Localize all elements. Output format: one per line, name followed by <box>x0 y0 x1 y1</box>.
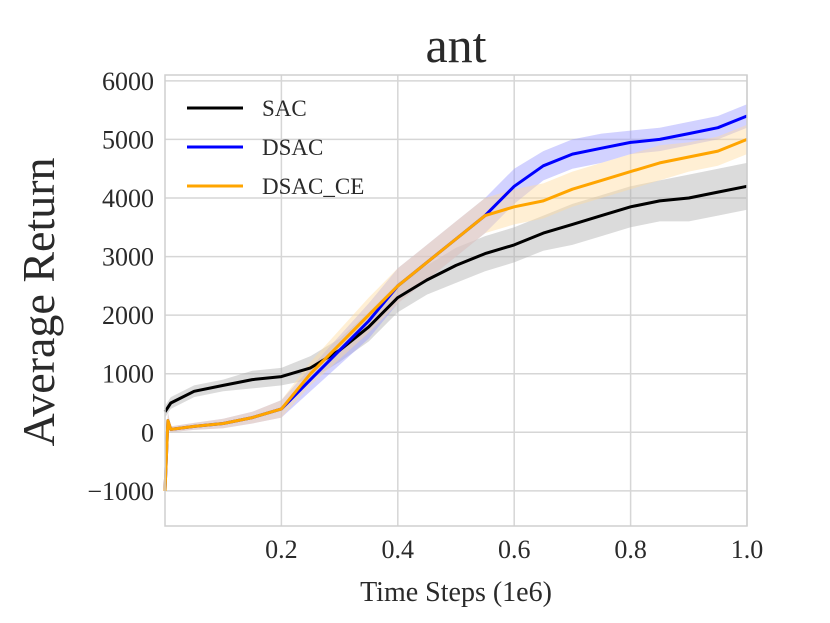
y-tick-label: −1000 <box>87 477 154 506</box>
x-tick-label: 0.6 <box>498 535 531 564</box>
legend-label: DSAC <box>262 135 323 160</box>
series-lines <box>163 114 748 491</box>
legend-label: DSAC_CE <box>262 174 364 199</box>
y-tick-label: 5000 <box>102 125 154 154</box>
legend: SAC DSAC DSAC_CE <box>187 96 364 199</box>
y-axis-label: Average Return <box>13 157 64 446</box>
y-axis-ticks: −1000 0 1000 2000 3000 4000 5000 6000 <box>87 67 154 506</box>
y-tick-label: 1000 <box>102 360 154 389</box>
y-tick-label: 4000 <box>102 184 154 213</box>
confidence-band <box>165 162 747 418</box>
x-axis-label: Time Steps (1e6) <box>360 577 552 608</box>
y-tick-label: 2000 <box>102 301 154 330</box>
confidence-bands <box>165 104 747 491</box>
series-line <box>163 138 748 491</box>
y-tick-label: 6000 <box>102 67 154 96</box>
y-tick-label: 0 <box>141 418 154 447</box>
confidence-band <box>165 124 747 491</box>
y-tick-label: 3000 <box>102 243 154 272</box>
x-tick-label: 1.0 <box>731 535 764 564</box>
x-axis-ticks: 0.2 0.4 0.6 0.8 1.0 <box>265 535 763 564</box>
x-tick-label: 0.2 <box>265 535 298 564</box>
x-tick-label: 0.4 <box>382 535 415 564</box>
plot-frame <box>164 74 748 527</box>
series-line <box>163 184 748 413</box>
confidence-band <box>165 104 747 491</box>
legend-label: SAC <box>262 96 307 121</box>
chart-title: ant <box>425 17 486 73</box>
x-tick-label: 0.8 <box>614 535 647 564</box>
